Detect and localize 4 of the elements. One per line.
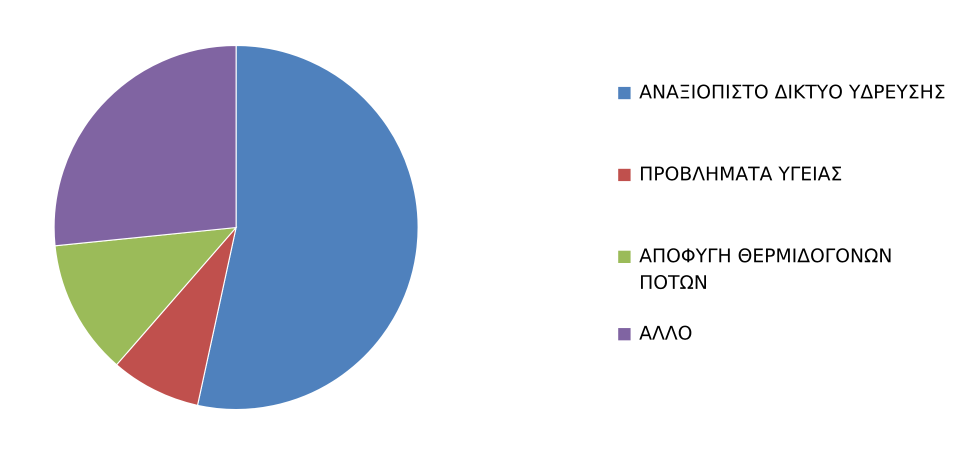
legend-label: ΑΛΛΟ — [639, 326, 692, 340]
legend-label: ΠΡΟΒΛΗΜΑΤΑ ΥΓΕΙΑΣ — [641, 166, 842, 181]
legend-label: ΑΠΟΦΥΓΗ ΘΕΡΜΙΔΟΓΟΝΩΝ ΠΟΤΩΝ — [639, 248, 891, 290]
legend-label: ΑΝΑΞΙΟΠΙΣΤΟ ΔΙΚΤΥΟ ΥΔΡΕΥΣΗΣ — [639, 84, 944, 99]
